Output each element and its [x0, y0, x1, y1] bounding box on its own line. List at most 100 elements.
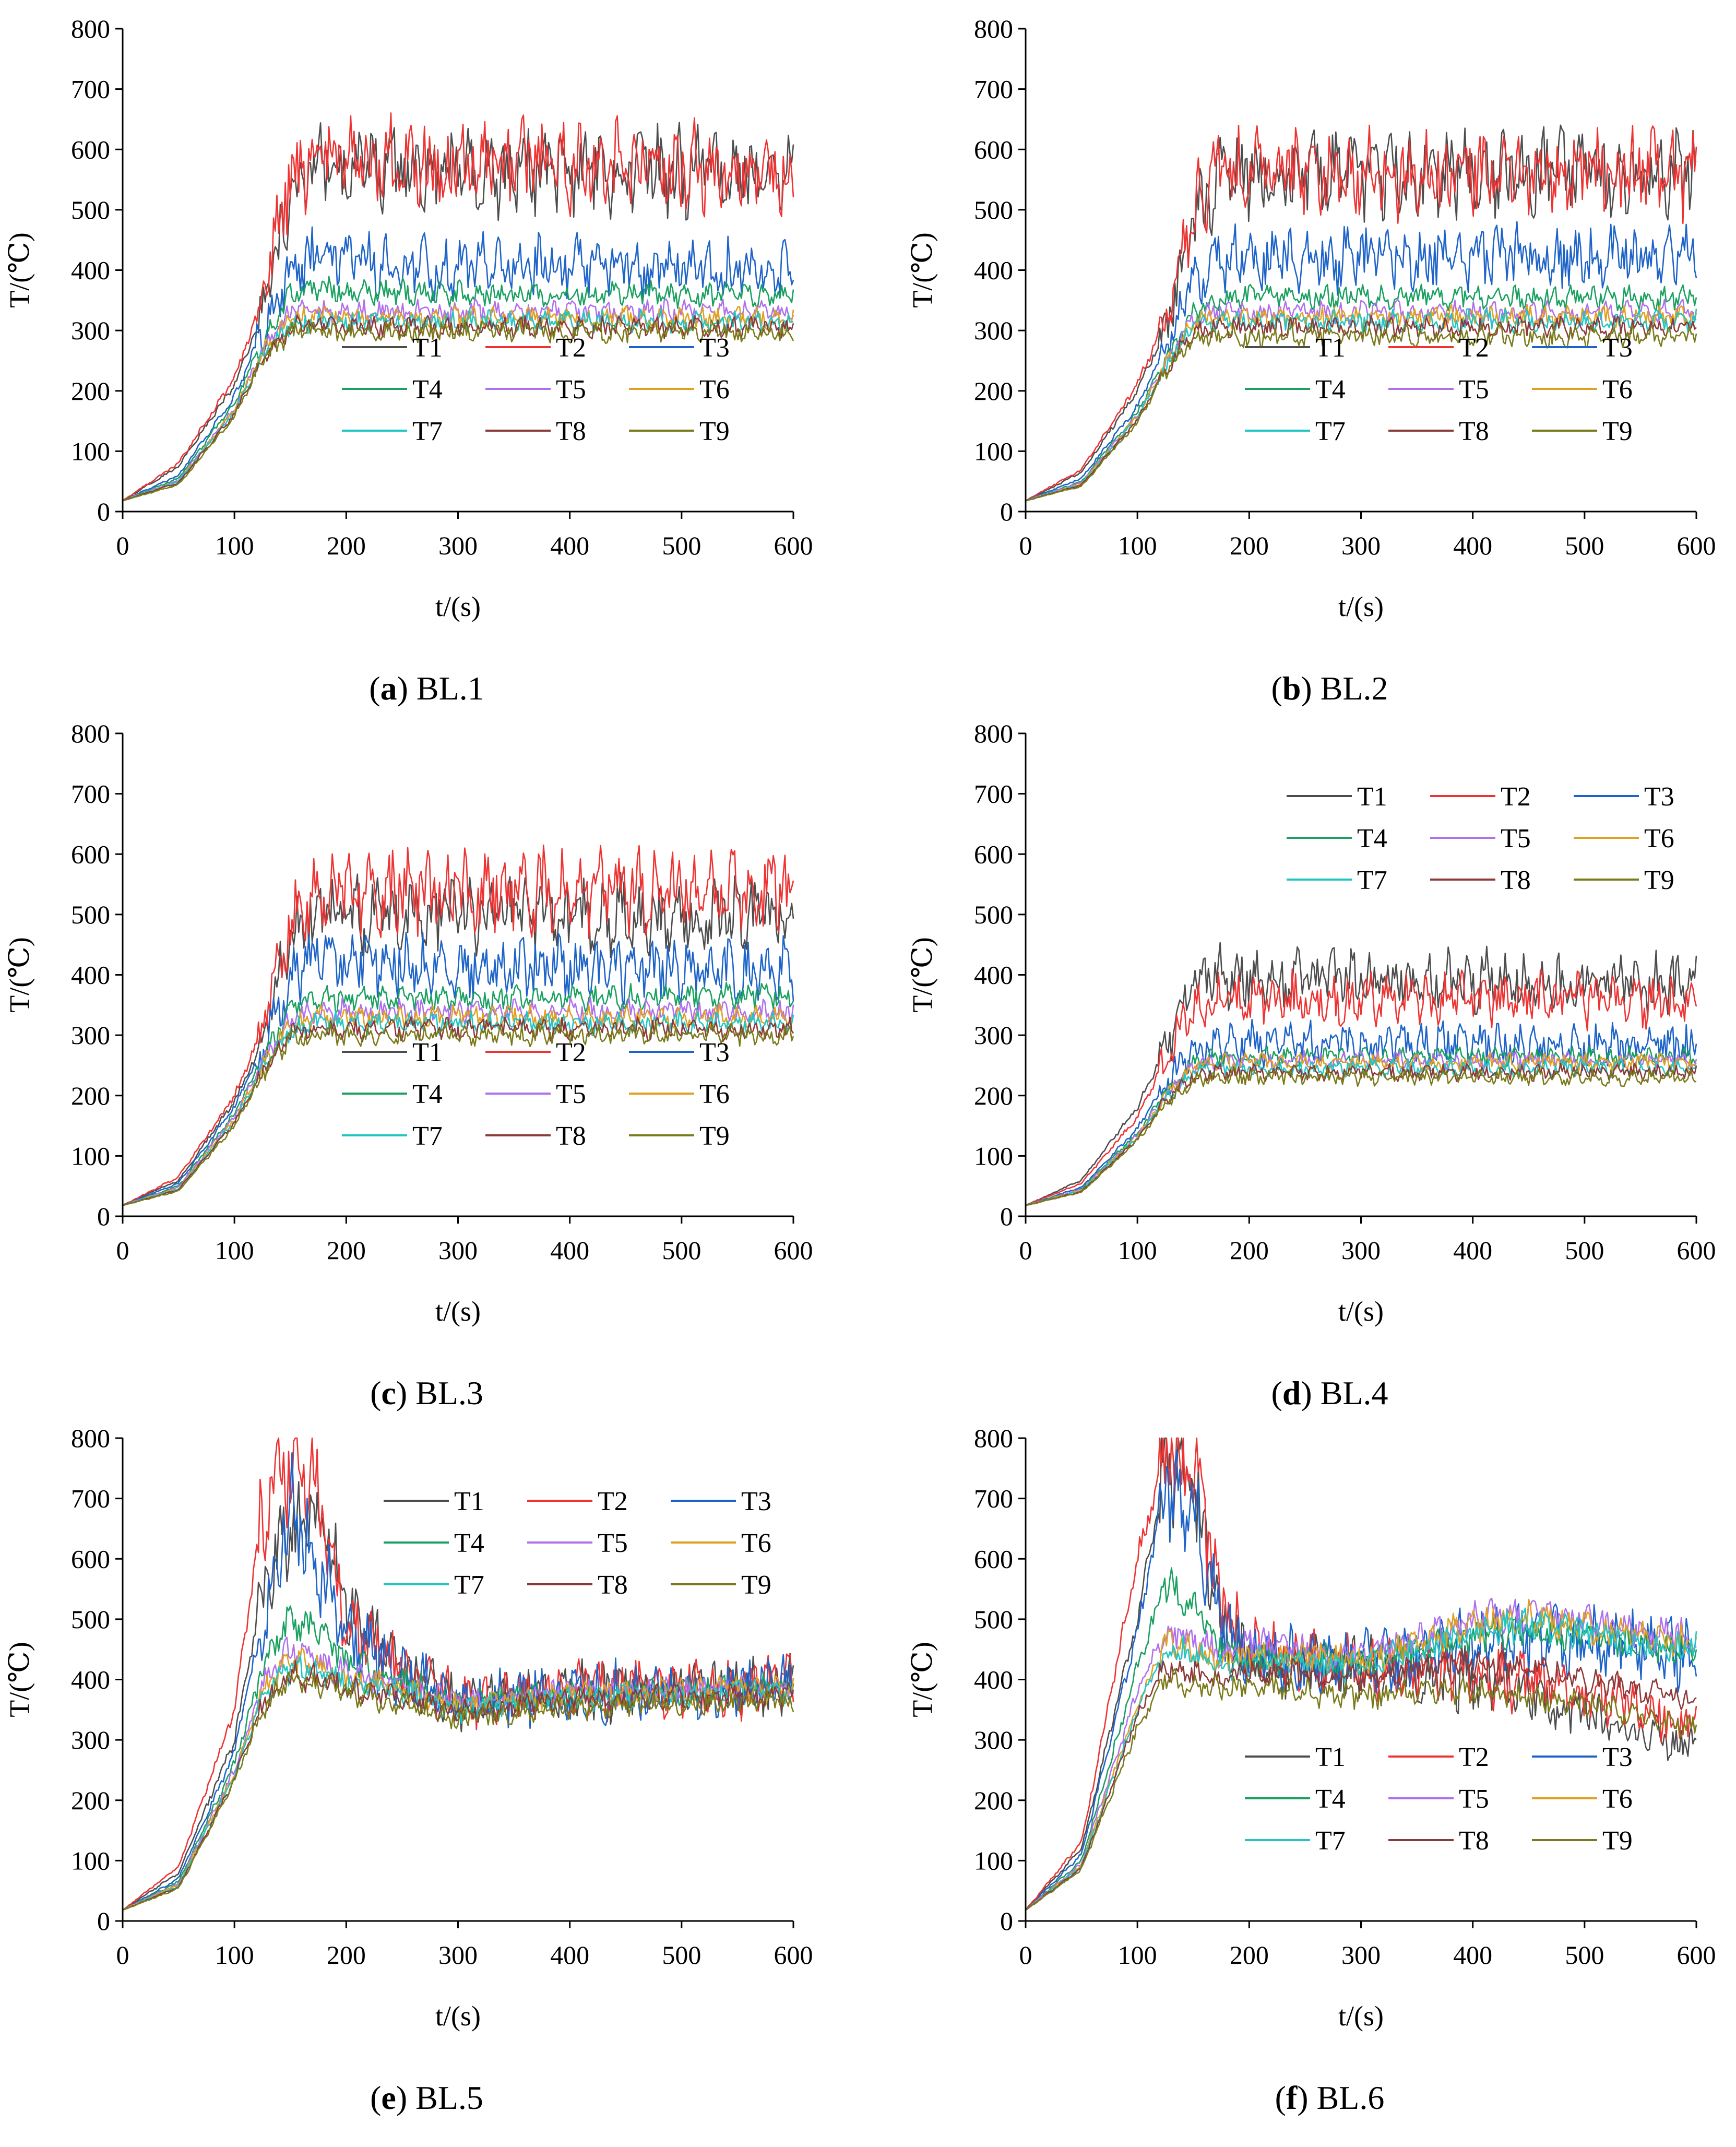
legend-label-t7: T7: [1357, 865, 1387, 895]
series-line-t1: [122, 872, 794, 1206]
legend-label-t6: T6: [1644, 824, 1674, 853]
legend-label-t4: T4: [1357, 824, 1387, 853]
x-tick-label: 300: [438, 1940, 478, 1970]
y-tick-label: 700: [71, 779, 110, 809]
series-line-t4: [1025, 283, 1697, 502]
legend-label-t2: T2: [556, 1038, 586, 1067]
y-tick-label: 100: [974, 1141, 1013, 1170]
x-tick-label: 400: [1453, 1236, 1492, 1265]
series-group: [122, 112, 794, 502]
y-tick-label: 200: [974, 376, 1013, 406]
legend-label-t6: T6: [699, 1080, 730, 1109]
series-line-t2: [1025, 124, 1697, 502]
y-tick-label: 800: [974, 719, 1013, 748]
series-line-t3: [122, 931, 794, 1206]
series-line-t4: [122, 1605, 794, 1911]
legend-label-t3: T3: [741, 1487, 771, 1516]
y-tick-label: 200: [71, 1081, 110, 1110]
series-line-t2: [122, 844, 794, 1206]
x-tick-label: 200: [1230, 1236, 1269, 1265]
y-tick-label: 400: [974, 960, 1013, 990]
y-tick-label: 400: [71, 256, 110, 285]
y-axis-label: T/(℃): [4, 232, 35, 307]
legend-label-t6: T6: [1602, 375, 1633, 405]
x-tick-label: 0: [116, 1236, 129, 1265]
legend-label-t8: T8: [1459, 417, 1489, 446]
legend-label-t7: T7: [1315, 1826, 1346, 1856]
legend-label-t2: T2: [1459, 333, 1489, 363]
x-tick-label: 500: [1565, 1236, 1604, 1265]
y-tick-label: 200: [974, 1081, 1013, 1110]
x-axis-label: t/(s): [1338, 2000, 1384, 2032]
chart-panel-a: 0 100 200 300 400 500 600 700 800 0 100 200 300 400 50…: [4, 14, 813, 707]
y-tick-label: 700: [974, 75, 1013, 104]
y-tick-label: 0: [97, 497, 110, 526]
legend-label-t9: T9: [699, 417, 730, 446]
x-tick-label: 300: [438, 531, 478, 560]
legend: T1 T4 T7 T2 T5 T8 T3 T6 T9: [342, 1038, 730, 1151]
x-tick-label: 200: [327, 531, 366, 560]
y-tick-label: 500: [974, 195, 1013, 224]
series-line-t9: [1025, 1067, 1697, 1206]
y-tick-label: 800: [974, 14, 1013, 43]
series-line-t8: [122, 1016, 794, 1206]
legend-label-t3: T3: [1602, 1742, 1633, 1772]
y-tick-label: 500: [71, 900, 110, 929]
x-tick-label: 600: [774, 1940, 813, 1970]
legend-label-t2: T2: [1501, 782, 1531, 812]
legend-label-t8: T8: [598, 1570, 628, 1600]
y-tick-label: 300: [71, 1021, 110, 1050]
y-axis-label: T/(℃): [907, 232, 938, 307]
series-group: [122, 1437, 794, 1911]
series-line-t8: [1025, 1063, 1697, 1206]
series-line-t8: [122, 314, 794, 502]
legend-label-t1: T1: [1357, 782, 1387, 812]
series-line-t7: [1025, 308, 1697, 502]
y-tick-label: 700: [974, 779, 1013, 809]
y-tick-label: 600: [974, 1544, 1013, 1573]
legend-label-t2: T2: [1459, 1742, 1489, 1772]
series-line-t3: [122, 226, 794, 501]
series-line-t3: [122, 1452, 794, 1911]
legend-label-t4: T4: [412, 1080, 443, 1109]
legend-label-t6: T6: [741, 1528, 771, 1558]
y-tick-label: 100: [71, 1846, 110, 1875]
legend-label-t5: T5: [1459, 1784, 1489, 1814]
x-tick-label: 600: [774, 1236, 813, 1265]
legend: T1 T4 T7 T2 T5 T8 T3 T6 T9: [384, 1487, 771, 1600]
y-tick-label: 0: [1000, 1202, 1013, 1231]
panel-caption: (d) BL.4: [1271, 1374, 1388, 1411]
x-tick-label: 300: [1341, 1940, 1381, 1970]
x-tick-label: 0: [1019, 1236, 1032, 1265]
series-line-t2: [1025, 968, 1697, 1206]
y-tick-label: 800: [974, 1424, 1013, 1453]
series-line-t9: [122, 1023, 794, 1206]
legend-label-t8: T8: [1501, 865, 1531, 895]
x-tick-label: 500: [662, 1236, 701, 1265]
x-tick-label: 100: [1118, 1236, 1157, 1265]
x-axis-label: t/(s): [435, 591, 481, 622]
panel-caption: (a) BL.1: [369, 670, 484, 707]
series-line-t3: [1025, 1018, 1697, 1206]
legend: T1 T4 T7 T2 T5 T8 T3 T6 T9: [1287, 782, 1674, 895]
y-tick-label: 600: [974, 839, 1013, 869]
x-tick-label: 400: [1453, 531, 1492, 560]
x-tick-label: 400: [550, 1236, 589, 1265]
y-tick-label: 500: [71, 1605, 110, 1634]
x-tick-label: 500: [1565, 531, 1604, 560]
legend-label-t8: T8: [556, 1121, 586, 1151]
legend: T1 T4 T7 T2 T5 T8 T3 T6 T9: [1245, 333, 1633, 446]
legend-label-t2: T2: [556, 333, 586, 363]
legend-label-t7: T7: [412, 417, 443, 446]
x-tick-label: 500: [1565, 1940, 1604, 1970]
legend-label-t9: T9: [1602, 417, 1633, 446]
y-axis-label: T/(℃): [907, 937, 938, 1012]
x-tick-label: 200: [1230, 531, 1269, 560]
legend-label-t7: T7: [1315, 417, 1346, 446]
x-tick-label: 0: [116, 531, 129, 560]
x-tick-label: 100: [1118, 531, 1157, 560]
legend-label-t7: T7: [454, 1570, 484, 1600]
x-tick-label: 600: [1677, 531, 1716, 560]
series-line-t7: [1025, 1058, 1697, 1206]
